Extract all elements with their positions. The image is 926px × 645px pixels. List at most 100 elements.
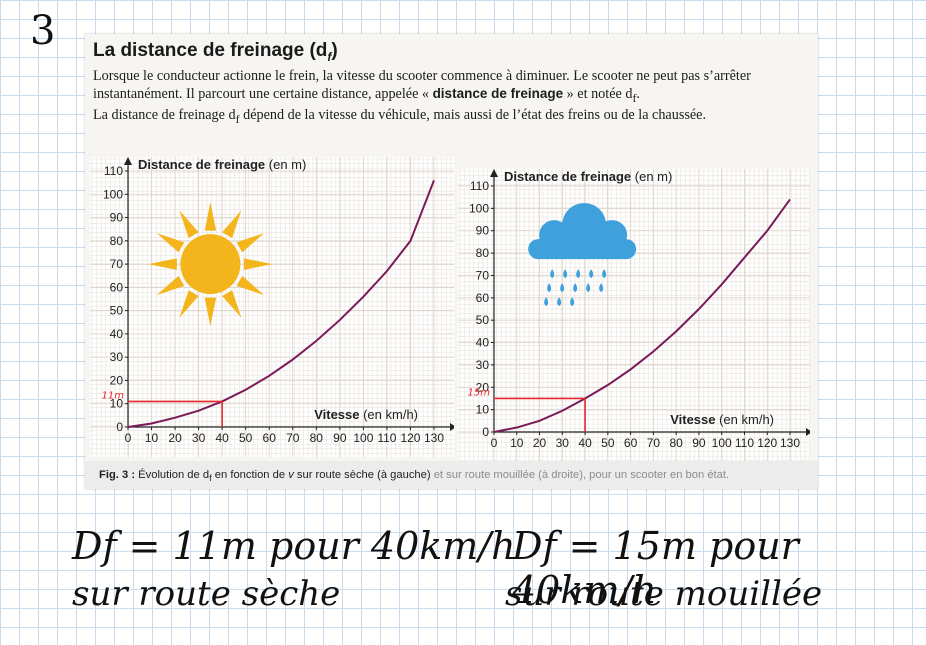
y-tick-label: 0 <box>116 420 123 434</box>
y-axis-label: Distance de freinage (en m) <box>138 157 306 172</box>
chart-dry-road: 0 10 20 30 40 50 60 70 80 90 100 110 0 10 20 30 40 50 60 70… <box>90 157 454 457</box>
rain-drop <box>589 269 594 279</box>
x-axis-label: Vitesse (en km/h) <box>670 412 774 427</box>
y-axis-arrow <box>124 157 132 165</box>
rain-drop <box>573 283 578 293</box>
y-tick-label: 0 <box>482 425 489 439</box>
rain-drop <box>599 283 604 293</box>
x-tick-label: 50 <box>601 436 615 450</box>
chart-grid <box>458 169 810 461</box>
handwritten-answer-dry-line1: Df = 11m pour 40km/h <box>72 524 516 568</box>
figure-caption: Fig. 3 : Évolution de df en fonction de … <box>85 461 818 489</box>
x-tick-label: 70 <box>647 436 661 450</box>
y-tick-label: 60 <box>110 280 124 294</box>
y-tick-label: 20 <box>476 380 490 394</box>
textbook-page: La distance de freinage (df) Lorsque le … <box>85 34 818 489</box>
y-tick-label: 70 <box>110 257 124 271</box>
rain-drop <box>602 269 607 279</box>
x-axis-label: Vitesse (en km/h) <box>314 407 418 422</box>
sun-ray <box>148 258 177 270</box>
x-tick-label: 50 <box>239 431 253 445</box>
x-tick-label: 90 <box>333 431 347 445</box>
sun-ray <box>236 275 265 296</box>
y-axis-arrow <box>490 169 498 177</box>
x-tick-label: 40 <box>215 431 229 445</box>
y-tick-label: 50 <box>110 304 124 318</box>
y-tick-label: 10 <box>476 403 490 417</box>
rain-drop <box>570 297 575 307</box>
x-tick-label: 130 <box>424 431 444 445</box>
y-axis-label-main: Distance de freinage <box>138 157 265 172</box>
x-axis-arrow <box>806 428 810 436</box>
x-tick-label: 120 <box>757 436 777 450</box>
handwritten-answer-wet-line1: Df = 15m pour 40km/h <box>512 524 799 612</box>
x-axis-label-main: Vitesse <box>670 412 715 427</box>
y-tick-label: 110 <box>470 179 489 193</box>
cloud-puff <box>597 220 628 251</box>
x-axis-label-unit: (en km/h) <box>715 412 774 427</box>
y-axis-label: Distance de freinage (en m) <box>504 169 672 184</box>
x-tick-label: 100 <box>353 431 373 445</box>
y-tick-label: 40 <box>110 327 124 341</box>
x-tick-label: 80 <box>310 431 324 445</box>
y-tick-label: 80 <box>110 234 124 248</box>
sun-ray <box>179 210 199 238</box>
annotation-label: 15m <box>468 387 491 398</box>
rain-drop <box>576 269 581 279</box>
annotation-label: 11m <box>102 390 125 401</box>
cloud-puff <box>562 203 607 248</box>
cloud-puff <box>539 220 570 251</box>
sun-ray <box>156 275 185 296</box>
rain-drop <box>563 269 568 279</box>
sun-ray <box>236 233 265 253</box>
y-axis-label-unit: (en m) <box>265 157 306 172</box>
sun-icon <box>148 202 273 327</box>
rain-drop <box>557 297 562 307</box>
sun-ray <box>156 233 185 253</box>
x-tick-label: 40 <box>578 436 592 450</box>
y-axis-label-main: Distance de freinage <box>504 169 631 184</box>
rain-cloud-icon <box>528 203 637 307</box>
handwritten-answer-wet-line2: sur route mouillée <box>505 574 823 614</box>
y-tick-label: 80 <box>476 246 490 260</box>
y-tick-label: 60 <box>476 291 490 305</box>
x-tick-label: 0 <box>491 436 498 450</box>
braking-distance-curve <box>127 179 435 428</box>
y-tick-label: 70 <box>476 268 490 282</box>
x-tick-label: 110 <box>377 431 396 445</box>
chart-wet-road: 0 10 20 30 40 50 60 70 80 90 100 110 0 10 20 30 40 50 60 70… <box>458 169 810 461</box>
paragraph-line-1: Lorsque le conducteur actionne le frein,… <box>93 68 751 105</box>
x-tick-label: 80 <box>669 436 683 450</box>
sun-ray <box>179 290 199 318</box>
x-tick-label: 20 <box>168 431 182 445</box>
x-tick-label: 120 <box>400 431 420 445</box>
y-tick-label: 90 <box>110 211 124 225</box>
y-tick-label: 100 <box>103 187 123 201</box>
x-tick-label: 0 <box>125 431 132 445</box>
sun-disc <box>180 234 241 295</box>
rain-drop <box>550 269 555 279</box>
x-axis-label-main: Vitesse <box>314 407 359 422</box>
sun-ray <box>222 210 242 238</box>
sun-ray <box>222 290 242 318</box>
x-tick-label: 10 <box>145 431 159 445</box>
y-tick-label: 90 <box>476 224 490 238</box>
handwritten-answer-dry-line2: sur route sèche <box>72 574 341 614</box>
x-tick-label: 100 <box>712 436 732 450</box>
sun-ray <box>204 202 217 231</box>
x-tick-label: 90 <box>692 436 706 450</box>
chart-grid <box>90 157 454 457</box>
y-tick-label: 30 <box>110 350 124 364</box>
y-axis-label-unit: (en m) <box>631 169 672 184</box>
x-tick-label: 130 <box>780 436 800 450</box>
rain-drop <box>544 297 549 307</box>
x-tick-label: 110 <box>735 436 754 450</box>
y-tick-label: 50 <box>476 313 490 327</box>
section-title: La distance de freinage (df) <box>93 40 338 64</box>
sun-ray <box>204 297 217 327</box>
x-tick-label: 10 <box>510 436 524 450</box>
y-tick-label: 30 <box>476 358 490 372</box>
x-tick-label: 20 <box>533 436 547 450</box>
rain-drop <box>547 283 552 293</box>
